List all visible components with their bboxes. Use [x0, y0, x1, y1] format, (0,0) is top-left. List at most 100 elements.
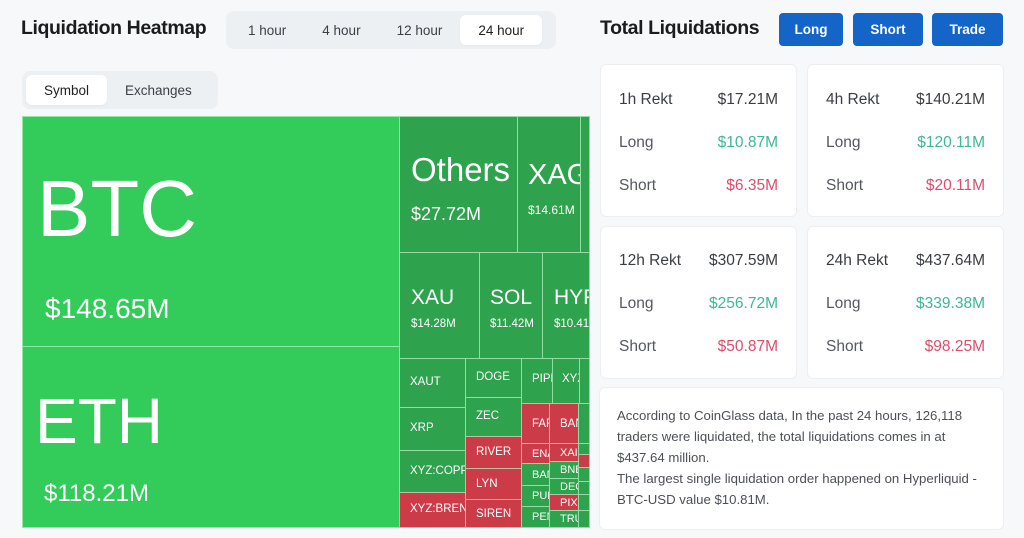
tile-symbol: PIXEL — [560, 497, 578, 509]
long-value: $120.11M — [917, 134, 985, 151]
tile-value: $27.72M — [411, 204, 482, 224]
tile-small[interactable] — [578, 510, 590, 528]
tab-12-hour[interactable]: 12 hour — [396, 22, 443, 38]
tile-small[interactable] — [578, 481, 590, 495]
tile-symbol: XAUT — [410, 376, 441, 388]
tile-symbol: PENGU — [532, 511, 549, 523]
tile-doge[interactable]: DOGE — [465, 358, 522, 398]
tile-pippin[interactable]: PIPPIN — [521, 358, 553, 404]
long-value: $10.87M — [717, 134, 778, 151]
tab-4-hour[interactable]: 4 hour — [322, 22, 361, 38]
long-label: Long — [619, 295, 654, 312]
tile-bank[interactable]: BANK — [521, 463, 550, 486]
tile-symbol: DOGE — [476, 371, 510, 383]
card-label: 24h Rekt — [826, 252, 889, 269]
card-label: 12h Rekt — [619, 252, 682, 269]
tile-value: $14.61M — [528, 203, 575, 217]
summary-line-1: According to CoinGlass data, In the past… — [617, 408, 963, 465]
short-label: Short — [619, 177, 657, 194]
stat-card-4h: 4h Rekt $140.21M Long $120.11M Short $20… — [808, 65, 1003, 216]
tile-symbol: XYZ:COPPER — [410, 465, 465, 477]
summary-text: According to CoinGlass data, In the past… — [617, 405, 991, 510]
tile-banana[interactable]: BANANA — [549, 403, 579, 444]
tile-value: $148.65M — [45, 293, 170, 324]
tile-xrp[interactable]: XRP — [399, 407, 466, 451]
stat-card-12h: 12h Rekt $307.59M Long $256.72M Short $5… — [601, 227, 796, 378]
tile-xyz-copper[interactable]: XYZ:COPPER — [399, 450, 466, 493]
tile-zec[interactable]: ZEC — [465, 397, 522, 437]
tile-value: $10.41M — [554, 318, 590, 330]
tile-small[interactable] — [579, 358, 590, 404]
tile-sol[interactable]: SOL $11.42M — [479, 252, 543, 359]
short-label: Short — [619, 338, 657, 355]
tile-symbol: BNB — [560, 464, 578, 476]
card-total: $17.21M — [717, 91, 778, 108]
tile-bnb[interactable]: BNB — [549, 461, 579, 479]
tile-trump[interactable]: TRUMP — [549, 510, 579, 528]
tile-value: $118.21M — [44, 480, 149, 507]
tile-ena[interactable]: ENA — [521, 443, 550, 464]
short-label: Short — [826, 177, 864, 194]
tile-value: $11.42M — [490, 318, 534, 330]
tile-degen[interactable]: DEGEN — [549, 478, 579, 495]
card-label: 4h Rekt — [826, 91, 880, 108]
long-label: Long — [826, 134, 861, 151]
long-label: Long — [619, 134, 654, 151]
tile-symbol: XAG — [528, 159, 580, 191]
tile-symbol: LYN — [476, 478, 498, 490]
tile-xyz-brent[interactable]: XYZ:BRENT — [399, 492, 466, 528]
tile-small[interactable] — [578, 454, 590, 468]
tile-symbol: XYZ:BRENT — [410, 503, 465, 515]
tile-xaut[interactable]: XAUT — [399, 358, 466, 408]
tile-small[interactable] — [580, 116, 590, 253]
short-button[interactable]: Short — [853, 13, 923, 46]
tile-symbol: FARTCOIN — [532, 418, 549, 430]
tile-others[interactable]: Others $27.72M — [399, 116, 518, 253]
tile-btc[interactable]: BTC $148.65M — [22, 116, 400, 347]
tile-symbol: PIPPIN — [532, 373, 552, 385]
tile-pixel[interactable]: PIXEL — [549, 494, 579, 511]
tile-symbol: XRP — [410, 422, 434, 434]
tile-small[interactable] — [578, 403, 590, 444]
tile-pengu[interactable]: PENGU — [521, 506, 550, 528]
long-label: Long — [826, 295, 861, 312]
tile-eth[interactable]: ETH $118.21M — [22, 346, 400, 528]
page-title: Liquidation Heatmap — [21, 17, 207, 39]
tile-fartcoin[interactable]: FARTCOIN — [521, 403, 550, 444]
short-value: $98.25M — [924, 338, 985, 355]
tab-exchanges[interactable]: Exchanges — [125, 82, 192, 98]
tile-symbol: SIREN — [476, 508, 512, 520]
short-label: Short — [826, 338, 864, 355]
tile-symbol: SOL — [490, 286, 533, 309]
tab-symbol[interactable]: Symbol — [26, 75, 108, 105]
tile-lyn[interactable]: LYN — [465, 468, 522, 500]
tile-small[interactable] — [578, 467, 590, 482]
tile-symbol: ETH — [35, 385, 163, 457]
tile-symbol: DEGEN — [560, 481, 578, 493]
long-button[interactable]: Long — [779, 13, 843, 46]
tile-symbol: BTC — [37, 164, 197, 253]
tile-pump[interactable]: PUMP — [521, 485, 550, 507]
tile-river[interactable]: RIVER — [465, 436, 522, 469]
tile-hype[interactable]: HYPE $10.41M — [542, 252, 590, 359]
short-value: $6.35M — [726, 177, 778, 194]
card-total: $437.64M — [916, 252, 985, 269]
section-title: Total Liquidations — [600, 17, 760, 39]
stat-card-1h: 1h Rekt $17.21M Long $10.87M Short $6.35… — [601, 65, 796, 216]
tab-24-hour[interactable]: 24 hour — [460, 15, 543, 45]
tile-xag[interactable]: XAG $14.61M — [517, 116, 581, 253]
tile-xyz[interactable]: XYZ — [552, 358, 580, 404]
tile-siren[interactable]: SIREN — [465, 499, 522, 528]
tile-value: $14.28M — [411, 318, 456, 330]
trade-button[interactable]: Trade — [932, 13, 1003, 46]
tile-small[interactable] — [578, 494, 590, 511]
stat-card-24h: 24h Rekt $437.64M Long $339.38M Short $9… — [808, 227, 1003, 378]
tile-xai[interactable]: XAI — [549, 443, 579, 462]
tile-xau[interactable]: XAU $14.28M — [399, 252, 480, 359]
card-total: $307.59M — [709, 252, 778, 269]
tile-symbol: ENA — [532, 448, 549, 460]
long-value: $256.72M — [709, 295, 778, 312]
short-value: $50.87M — [717, 338, 778, 355]
short-value: $20.11M — [925, 177, 985, 194]
tab-1-hour[interactable]: 1 hour — [248, 22, 287, 38]
